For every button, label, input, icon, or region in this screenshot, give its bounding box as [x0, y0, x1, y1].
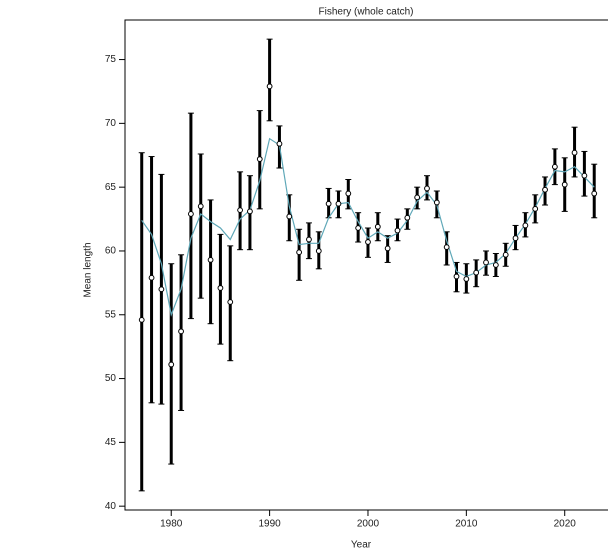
mean-point — [374, 223, 381, 230]
x-tick-label: 2020 — [554, 519, 577, 530]
mean-point — [345, 190, 352, 197]
mean-point — [178, 328, 184, 335]
y-tick-label: 40 — [105, 501, 117, 512]
mean-point — [443, 244, 450, 251]
mean-point — [551, 163, 558, 170]
y-tick-label: 70 — [105, 118, 117, 129]
mean-point — [591, 190, 598, 197]
mean-point — [581, 172, 588, 179]
mean-point — [453, 273, 460, 280]
y-tick-label: 65 — [105, 182, 117, 193]
y-tick-label: 60 — [105, 246, 117, 257]
mean-point — [306, 236, 312, 243]
y-tick-label: 45 — [105, 437, 117, 448]
mean-point — [266, 83, 273, 90]
mean-point — [138, 316, 145, 323]
mean-point — [168, 361, 175, 368]
y-axis-label: Mean length — [83, 242, 94, 297]
mean-point — [473, 269, 480, 276]
mean-point — [276, 140, 283, 147]
error-bar — [266, 38, 273, 122]
mean-point — [335, 200, 342, 207]
mean-point — [355, 225, 362, 231]
mean-point — [365, 239, 371, 245]
mean-point — [502, 251, 509, 258]
mean-point — [414, 194, 421, 201]
fit-line — [141, 137, 595, 317]
mean-point — [512, 235, 519, 242]
mean-point — [424, 185, 430, 192]
mean-point — [188, 211, 194, 217]
x-tick-label: 2010 — [455, 519, 478, 530]
mean-point — [532, 205, 539, 212]
mean-point — [237, 207, 243, 214]
mean-point — [404, 214, 411, 221]
chart-title: Fishery (whole catch) — [318, 7, 413, 18]
plot-frame — [124, 19, 608, 511]
mean-point — [227, 299, 234, 305]
mean-point — [463, 276, 470, 282]
mean-point — [384, 245, 391, 252]
mean-point — [217, 285, 224, 291]
mean-point — [492, 262, 499, 268]
mean-point — [522, 222, 529, 229]
mean-point — [197, 203, 204, 210]
mean-point — [394, 227, 401, 234]
mean-point — [561, 181, 568, 188]
x-axis-label: Year — [351, 540, 372, 551]
mean-point — [325, 200, 332, 207]
y-tick-label: 55 — [105, 309, 117, 320]
mean-point — [483, 259, 489, 266]
x-tick-label: 1980 — [160, 519, 183, 530]
mean-point — [571, 149, 578, 156]
mean-point — [286, 213, 293, 220]
mean-point — [296, 249, 303, 256]
mean-point — [256, 156, 263, 162]
y-tick-label: 50 — [105, 373, 117, 384]
y-tick-label: 75 — [105, 54, 117, 65]
mean-point — [247, 208, 253, 215]
mean-point — [207, 256, 214, 263]
mean-point — [158, 286, 165, 293]
mean-point — [433, 199, 440, 206]
mean-point — [542, 186, 548, 193]
mean-point — [315, 248, 322, 254]
x-tick-label: 1990 — [258, 519, 281, 530]
mean-point — [148, 274, 155, 281]
error-bar — [197, 153, 204, 299]
x-tick-label: 2000 — [357, 519, 380, 530]
